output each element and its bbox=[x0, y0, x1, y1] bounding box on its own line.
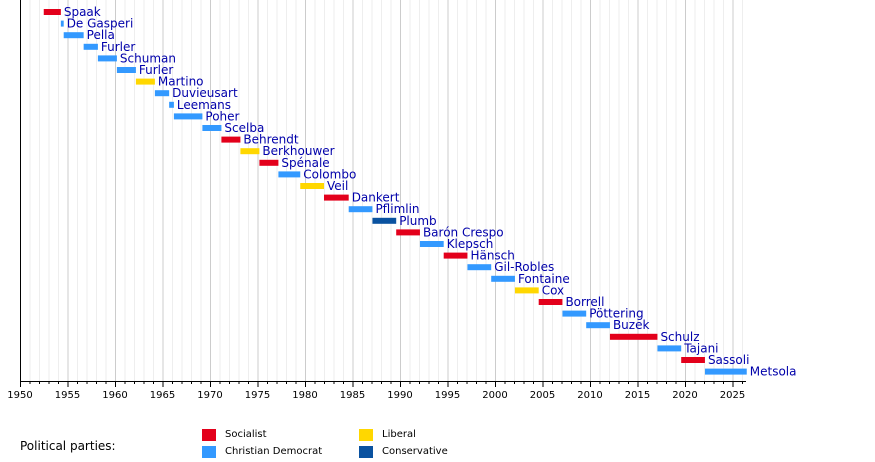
legend-swatch bbox=[359, 429, 373, 441]
bar-label: Cox bbox=[542, 283, 564, 297]
legend-label: Conservative bbox=[382, 446, 448, 457]
bar-label: Duvieusart bbox=[172, 86, 238, 100]
bar-label: Tajani bbox=[683, 341, 718, 355]
legend-swatch bbox=[202, 446, 216, 458]
bar-label: Colombo bbox=[303, 167, 356, 181]
x-tick-label: 2010 bbox=[577, 390, 602, 401]
bar-label: Furler bbox=[139, 63, 174, 77]
bar bbox=[169, 101, 174, 108]
x-tick-label: 1985 bbox=[340, 390, 365, 401]
bar bbox=[348, 206, 373, 213]
bar bbox=[514, 287, 539, 294]
bar bbox=[396, 229, 420, 236]
bar bbox=[467, 264, 492, 271]
bar bbox=[116, 67, 136, 73]
x-tick-label: 1995 bbox=[435, 390, 460, 401]
bar-label: Berkhouwer bbox=[262, 144, 334, 158]
bar-label: Dankert bbox=[352, 191, 400, 205]
bar-label: Scelba bbox=[224, 121, 264, 135]
bar-label: Furler bbox=[101, 40, 136, 54]
bar bbox=[419, 241, 444, 247]
legend-label: Socialist bbox=[225, 429, 267, 440]
bar-label: Pella bbox=[87, 28, 115, 42]
bar bbox=[97, 55, 117, 62]
bar-label: Fontaine bbox=[518, 272, 570, 286]
legend-label: Christian Democrat bbox=[225, 446, 323, 457]
bar bbox=[538, 299, 563, 305]
bar-label: Barón Crespo bbox=[423, 225, 504, 239]
bar bbox=[154, 90, 170, 97]
bar bbox=[43, 9, 61, 15]
bar bbox=[202, 125, 222, 131]
bar-label: Leemans bbox=[177, 98, 231, 112]
bar-label: De Gasperi bbox=[67, 17, 134, 31]
bar bbox=[681, 357, 705, 363]
bar-label: Spaak bbox=[64, 5, 101, 19]
bar bbox=[240, 148, 260, 155]
bar-label: Klepsch bbox=[447, 237, 494, 251]
bar-label: Sassoli bbox=[708, 353, 749, 367]
bar bbox=[221, 136, 241, 143]
bar-label: Veil bbox=[327, 179, 348, 193]
bar-label: Poher bbox=[205, 109, 239, 123]
bar-label: Martino bbox=[158, 75, 204, 89]
legend-label: Liberal bbox=[382, 429, 416, 440]
grid bbox=[20, 0, 743, 381]
bar-label: Hänsch bbox=[470, 249, 514, 263]
axes bbox=[20, 0, 746, 387]
bar bbox=[83, 43, 98, 50]
bar-label: Schuman bbox=[120, 51, 176, 65]
x-tick-label: 1960 bbox=[102, 390, 127, 401]
bar-label: Behrendt bbox=[243, 133, 298, 147]
bar bbox=[491, 275, 515, 282]
bar bbox=[704, 368, 747, 375]
x-tick-label: 1950 bbox=[7, 390, 32, 401]
bar-label: Plumb bbox=[399, 214, 436, 228]
bar-label: Metsola bbox=[750, 365, 797, 379]
bar bbox=[657, 345, 682, 352]
x-tick-label: 1955 bbox=[55, 390, 80, 401]
bar bbox=[278, 171, 301, 178]
bar-label: Schulz bbox=[660, 330, 699, 344]
x-tick-label: 2015 bbox=[625, 390, 650, 401]
bar-label: Buzek bbox=[613, 318, 650, 332]
bar bbox=[173, 113, 203, 120]
x-tick-label: 1975 bbox=[245, 390, 270, 401]
x-tick-label: 1980 bbox=[292, 390, 317, 401]
bar-label: Pflimlin bbox=[375, 202, 419, 216]
x-tick-label: 2020 bbox=[672, 390, 697, 401]
legend-swatch bbox=[359, 446, 373, 458]
bar bbox=[562, 310, 587, 317]
x-tick-label: 2000 bbox=[482, 390, 507, 401]
bar bbox=[63, 32, 84, 39]
bar bbox=[372, 217, 397, 224]
legend: Political parties: Socialist Liberal Chr… bbox=[0, 420, 875, 462]
bar bbox=[324, 194, 349, 201]
bar-label: Pöttering bbox=[589, 307, 643, 321]
bar bbox=[443, 252, 468, 259]
bar bbox=[586, 322, 610, 329]
bar bbox=[609, 333, 658, 340]
bar bbox=[60, 20, 64, 27]
bar bbox=[135, 78, 155, 85]
x-tick-label: 2005 bbox=[530, 390, 555, 401]
bars bbox=[43, 9, 747, 375]
x-tick-labels: 1950 1955 1960 1965 1970 1975 1980 1985 1990 1995… bbox=[7, 390, 745, 401]
x-tick-label: 1990 bbox=[387, 390, 412, 401]
bar bbox=[300, 183, 324, 189]
legend-title: Political parties: bbox=[20, 439, 116, 453]
legend-swatch bbox=[202, 429, 216, 441]
x-tick-label: 1970 bbox=[197, 390, 222, 401]
bar-label: Gil-Robles bbox=[494, 260, 554, 274]
bar-label: Borrell bbox=[565, 295, 604, 309]
bar-label: Spénale bbox=[281, 156, 329, 170]
bar bbox=[259, 159, 279, 166]
x-tick-label: 1965 bbox=[150, 390, 175, 401]
x-tick-label: 2025 bbox=[720, 390, 745, 401]
